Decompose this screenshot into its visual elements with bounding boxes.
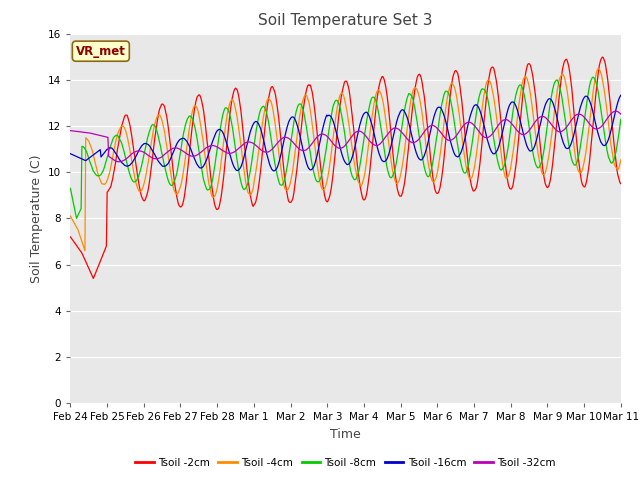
Tsoil -4cm	[134, 186, 141, 192]
Tsoil -4cm	[429, 179, 437, 185]
Tsoil -2cm	[617, 181, 625, 187]
Text: VR_met: VR_met	[76, 45, 126, 58]
Tsoil -32cm	[67, 128, 74, 133]
Tsoil -8cm	[73, 216, 81, 221]
Title: Soil Temperature Set 3: Soil Temperature Set 3	[259, 13, 433, 28]
Tsoil -16cm	[413, 152, 421, 158]
Tsoil -32cm	[429, 123, 437, 129]
Tsoil -2cm	[190, 112, 198, 118]
Tsoil -32cm	[612, 108, 620, 114]
Tsoil -4cm	[617, 157, 625, 163]
Y-axis label: Soil Temperature (C): Soil Temperature (C)	[29, 154, 43, 283]
Tsoil -2cm	[77, 248, 84, 254]
Tsoil -16cm	[218, 128, 226, 134]
Tsoil -8cm	[67, 185, 74, 191]
Tsoil -4cm	[594, 66, 602, 72]
Tsoil -16cm	[429, 116, 437, 122]
Tsoil -16cm	[189, 152, 196, 158]
Tsoil -8cm	[429, 157, 437, 163]
Tsoil -32cm	[77, 129, 84, 135]
X-axis label: Time: Time	[330, 428, 361, 441]
Tsoil -16cm	[133, 151, 141, 157]
Tsoil -8cm	[190, 120, 198, 125]
Tsoil -2cm	[413, 75, 421, 81]
Line: Tsoil -2cm: Tsoil -2cm	[70, 57, 621, 278]
Tsoil -4cm	[219, 145, 227, 151]
Tsoil -32cm	[190, 153, 198, 159]
Tsoil -8cm	[134, 175, 141, 181]
Tsoil -2cm	[134, 174, 141, 180]
Tsoil -2cm	[90, 276, 97, 281]
Tsoil -8cm	[77, 205, 85, 211]
Line: Tsoil -16cm: Tsoil -16cm	[70, 95, 621, 171]
Tsoil -4cm	[413, 87, 421, 93]
Tsoil -8cm	[219, 112, 227, 118]
Tsoil -8cm	[413, 120, 421, 125]
Tsoil -32cm	[617, 111, 625, 117]
Line: Tsoil -4cm: Tsoil -4cm	[70, 69, 621, 251]
Tsoil -16cm	[617, 92, 625, 98]
Tsoil -2cm	[219, 181, 227, 187]
Line: Tsoil -32cm: Tsoil -32cm	[70, 111, 621, 162]
Tsoil -2cm	[598, 54, 606, 60]
Tsoil -16cm	[67, 151, 74, 156]
Tsoil -16cm	[270, 168, 278, 174]
Tsoil -4cm	[81, 248, 89, 253]
Tsoil -4cm	[67, 213, 74, 219]
Tsoil -2cm	[67, 234, 74, 240]
Tsoil -32cm	[219, 148, 227, 154]
Tsoil -32cm	[413, 138, 421, 144]
Tsoil -16cm	[77, 156, 84, 161]
Tsoil -32cm	[134, 148, 141, 154]
Line: Tsoil -8cm: Tsoil -8cm	[70, 77, 621, 218]
Legend: Tsoil -2cm, Tsoil -4cm, Tsoil -8cm, Tsoil -16cm, Tsoil -32cm: Tsoil -2cm, Tsoil -4cm, Tsoil -8cm, Tsoi…	[131, 454, 560, 472]
Tsoil -8cm	[617, 117, 625, 122]
Tsoil -2cm	[429, 177, 437, 183]
Tsoil -4cm	[190, 104, 198, 110]
Tsoil -4cm	[77, 234, 84, 240]
Tsoil -32cm	[115, 159, 122, 165]
Tsoil -8cm	[589, 74, 597, 80]
